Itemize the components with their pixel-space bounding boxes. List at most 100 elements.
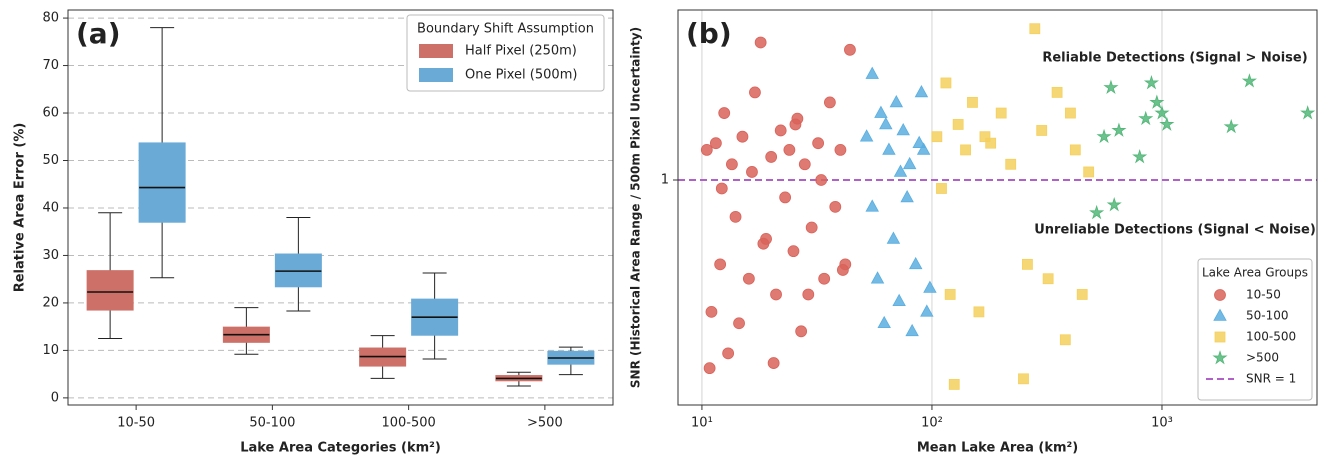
point	[1106, 196, 1122, 212]
point	[1138, 110, 1154, 126]
point	[896, 123, 910, 136]
point	[1042, 273, 1054, 285]
y-tick-label: 1	[661, 173, 669, 188]
point	[798, 158, 811, 171]
y-tick-label: 40	[42, 200, 59, 215]
point	[754, 36, 767, 49]
point	[1059, 334, 1071, 346]
legend-label: 10-50	[1246, 288, 1281, 302]
point	[1076, 289, 1088, 300]
point	[779, 191, 792, 204]
box	[138, 142, 186, 223]
legend-label: 50-100	[1246, 309, 1289, 323]
point	[703, 362, 716, 375]
panel-label: (b)	[686, 17, 732, 50]
point	[742, 272, 755, 285]
point	[722, 347, 735, 360]
point	[812, 137, 825, 150]
point	[879, 117, 893, 130]
point	[973, 306, 985, 318]
point	[1223, 118, 1239, 134]
point	[1022, 258, 1033, 270]
y-axis-label: SNR (Historical Area Range / 500m Pixel …	[629, 27, 643, 388]
point	[948, 379, 960, 390]
point	[916, 142, 931, 155]
point	[902, 156, 917, 170]
point	[834, 144, 847, 156]
y-tick-label: 60	[42, 106, 59, 121]
point	[765, 151, 778, 163]
legend-swatch	[419, 44, 453, 58]
point	[726, 158, 738, 171]
point	[844, 43, 856, 56]
point	[960, 144, 971, 156]
point	[889, 94, 904, 108]
point	[1159, 116, 1175, 131]
point	[914, 84, 929, 98]
plot-frame	[67, 9, 614, 406]
x-tick-label: 10¹	[691, 416, 713, 431]
point	[823, 96, 836, 109]
point	[770, 288, 782, 301]
point	[787, 245, 800, 258]
point	[985, 137, 997, 149]
point	[865, 66, 879, 79]
point	[1065, 107, 1076, 119]
point	[1154, 105, 1170, 120]
point	[1096, 128, 1112, 144]
point	[1069, 144, 1081, 156]
point	[1143, 75, 1159, 90]
legend-box	[1197, 258, 1313, 401]
point	[979, 131, 991, 143]
point	[1005, 158, 1017, 170]
point	[877, 315, 891, 329]
point	[952, 119, 964, 130]
point	[1029, 23, 1041, 35]
point	[749, 86, 761, 99]
point	[1018, 373, 1029, 385]
point	[736, 130, 749, 143]
y-tick-label: 30	[42, 248, 59, 263]
point	[900, 189, 914, 203]
point	[700, 144, 713, 156]
point	[905, 323, 919, 337]
point	[805, 221, 818, 234]
point	[892, 293, 906, 307]
y-tick-label: 10	[42, 343, 59, 358]
point	[815, 174, 828, 186]
legend-label: One Pixel (500m)	[465, 68, 577, 83]
point	[774, 124, 787, 137]
point	[718, 107, 731, 119]
point	[967, 97, 978, 108]
point	[1051, 86, 1063, 98]
point	[1103, 79, 1119, 95]
point	[729, 210, 742, 223]
point	[829, 200, 842, 213]
point	[733, 317, 745, 330]
point	[1111, 122, 1127, 137]
point	[912, 135, 926, 148]
point	[886, 231, 901, 244]
y-tick-label: 20	[42, 295, 59, 310]
legend-label: 100-500	[1246, 330, 1296, 344]
point	[1089, 204, 1105, 220]
y-tick-label: 50	[42, 153, 59, 168]
point	[802, 288, 815, 301]
point	[789, 118, 802, 131]
legend-marker	[1212, 350, 1228, 365]
y-tick-label: 80	[42, 11, 59, 26]
point	[1036, 125, 1048, 136]
y-axis-label: Relative Area Error (%)	[13, 123, 28, 293]
legend-title: Lake Area Groups	[1202, 266, 1308, 280]
x-tick-label: 100-500	[381, 416, 435, 431]
x-tick-label: >500	[527, 416, 563, 431]
x-axis-label: Lake Area Categories (km²)	[240, 441, 441, 456]
legend-label: SNR = 1	[1246, 372, 1296, 386]
point	[865, 199, 879, 212]
x-tick-label: 10³	[1151, 416, 1173, 431]
point	[1241, 73, 1257, 88]
y-tick-label: 0	[51, 390, 59, 405]
box	[86, 270, 134, 311]
point	[882, 142, 896, 155]
